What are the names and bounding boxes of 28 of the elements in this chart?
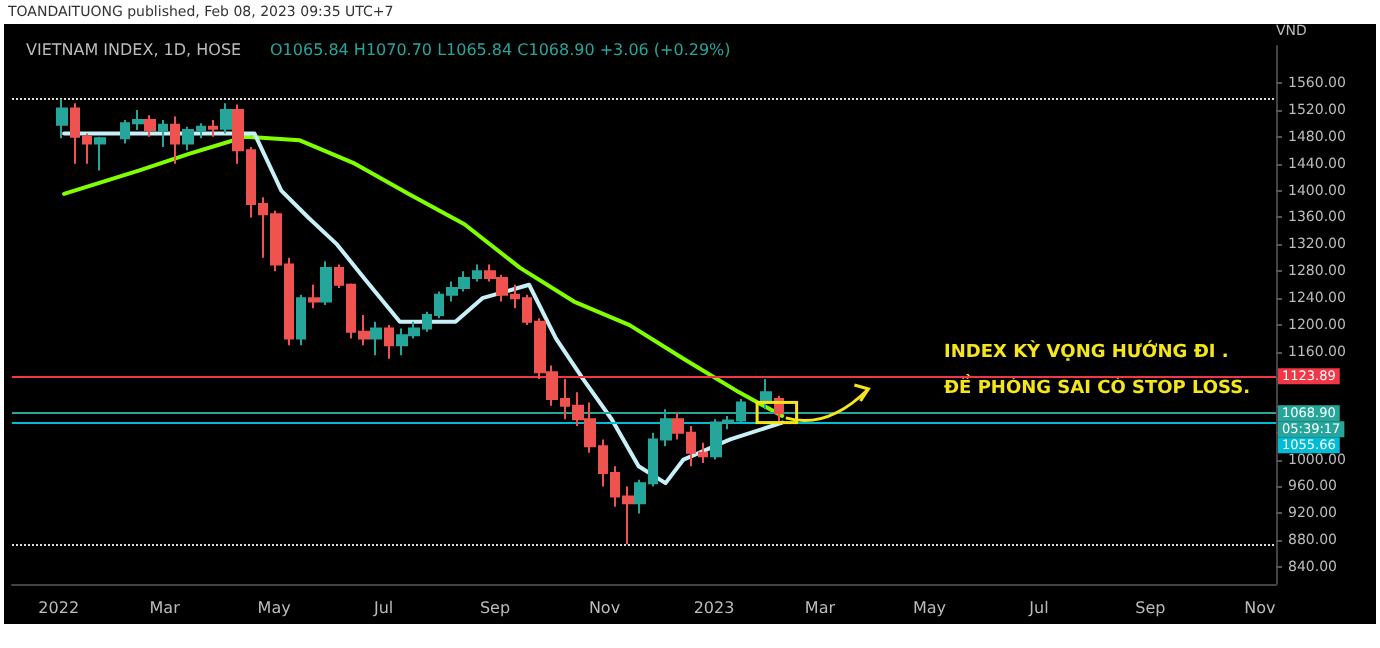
x-tick-label: Sep: [1135, 599, 1166, 617]
candlestick: [370, 320, 382, 357]
candlestick: [94, 135, 106, 172]
candlestick: [208, 118, 218, 138]
x-tick-label: 2023: [693, 599, 735, 617]
x-tick-label: Jul: [1027, 599, 1049, 617]
x-tick-label: Mar: [804, 599, 837, 617]
chart-subtitle: O1065.84 H1070.70 L1065.84 C1068.90 +3.06 (+0.29%): [270, 41, 731, 59]
annotation: ĐỀ PHÒNG SAI CÓ STOP LOSS.: [944, 373, 1251, 399]
chart-title: VIETNAM INDEX, 1D, HOSE: [26, 41, 242, 59]
candlestick: [320, 260, 332, 306]
candlestick: [296, 293, 306, 347]
x-tick-label: Sep: [479, 599, 511, 617]
candlestick: [170, 115, 180, 165]
x-tick-label: Nov: [1244, 599, 1276, 617]
x-tick-label: May: [257, 599, 292, 617]
x-tick-label: May: [912, 599, 947, 617]
x-tick-label: Nov: [588, 599, 621, 617]
candlestick: [144, 114, 156, 138]
x-tick-label: Mar: [149, 599, 182, 617]
candlestick: [308, 283, 320, 310]
candlestick: [384, 324, 394, 360]
candlestick: [158, 118, 168, 148]
annotation: INDEX KỲ VỌNG HƯỚNG ĐI .: [944, 339, 1229, 363]
candlestick: [56, 98, 68, 140]
candlestick: [220, 102, 232, 135]
x-tick-label: Jul: [372, 599, 394, 617]
x-tick-label: 2022: [38, 599, 80, 617]
